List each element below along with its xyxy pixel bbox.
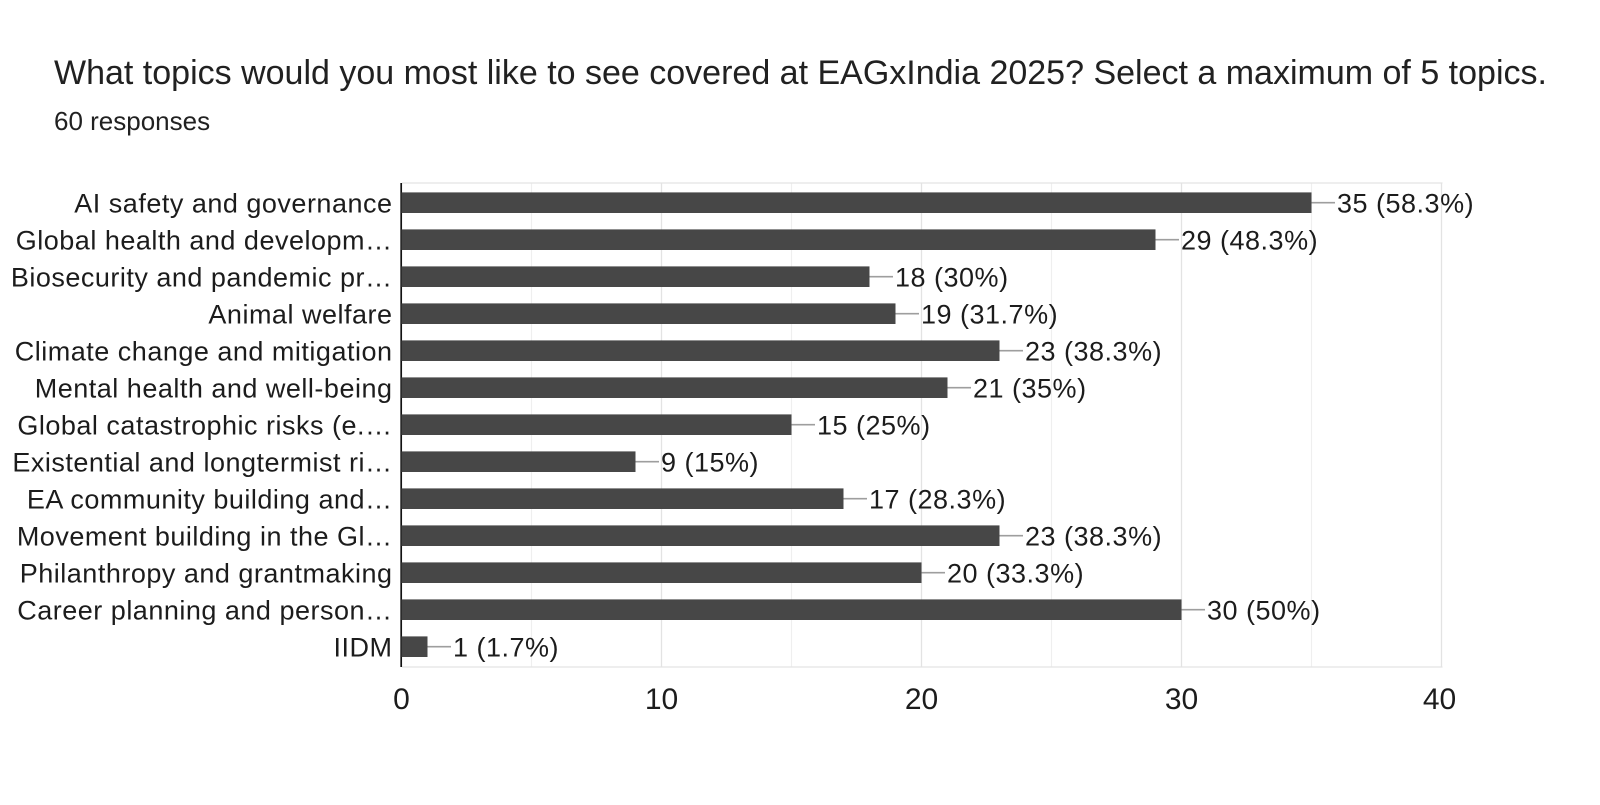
svg-text:18 (30%): 18 (30%) (895, 263, 1009, 293)
svg-text:19 (31.7%): 19 (31.7%) (921, 300, 1058, 330)
svg-text:23 (38.3%): 23 (38.3%) (1025, 337, 1162, 367)
svg-text:9 (15%): 9 (15%) (661, 448, 759, 478)
svg-text:21 (35%): 21 (35%) (973, 374, 1087, 404)
svg-text:15 (25%): 15 (25%) (817, 411, 931, 441)
svg-text:EA community building and…: EA community building and… (27, 485, 393, 515)
svg-text:AI safety and governance: AI safety and governance (74, 189, 392, 219)
svg-text:Global catastrophic risks (e.…: Global catastrophic risks (e.… (17, 411, 392, 441)
svg-text:23 (38.3%): 23 (38.3%) (1025, 522, 1162, 552)
svg-text:Movement building in the Gl…: Movement building in the Gl… (17, 522, 393, 552)
svg-text:29 (48.3%): 29 (48.3%) (1181, 226, 1318, 256)
svg-text:Philanthropy and grantmaking: Philanthropy and grantmaking (20, 559, 393, 589)
svg-text:Career planning and person…: Career planning and person… (17, 596, 392, 626)
svg-text:Mental health and well-being: Mental health and well-being (35, 374, 393, 404)
svg-text:17 (28.3%): 17 (28.3%) (869, 485, 1006, 515)
svg-text:20 (33.3%): 20 (33.3%) (947, 559, 1084, 589)
svg-text:0: 0 (393, 683, 410, 716)
svg-text:IIDM: IIDM (334, 633, 393, 663)
svg-text:40: 40 (1423, 683, 1456, 716)
svg-text:10: 10 (645, 683, 678, 716)
svg-text:20: 20 (905, 683, 938, 716)
svg-text:Biosecurity and pandemic pr…: Biosecurity and pandemic pr… (11, 263, 393, 293)
svg-text:30: 30 (1165, 683, 1198, 716)
svg-text:Climate change and mitigation: Climate change and mitigation (15, 337, 393, 367)
svg-text:35 (58.3%): 35 (58.3%) (1337, 189, 1474, 219)
svg-text:Animal welfare: Animal welfare (208, 300, 392, 330)
svg-text:Existential and longtermist ri: Existential and longtermist ri… (12, 448, 392, 478)
svg-text:30 (50%): 30 (50%) (1207, 596, 1321, 626)
svg-text:1 (1.7%): 1 (1.7%) (453, 633, 559, 663)
svg-text:Global health and developm…: Global health and developm… (16, 226, 393, 256)
